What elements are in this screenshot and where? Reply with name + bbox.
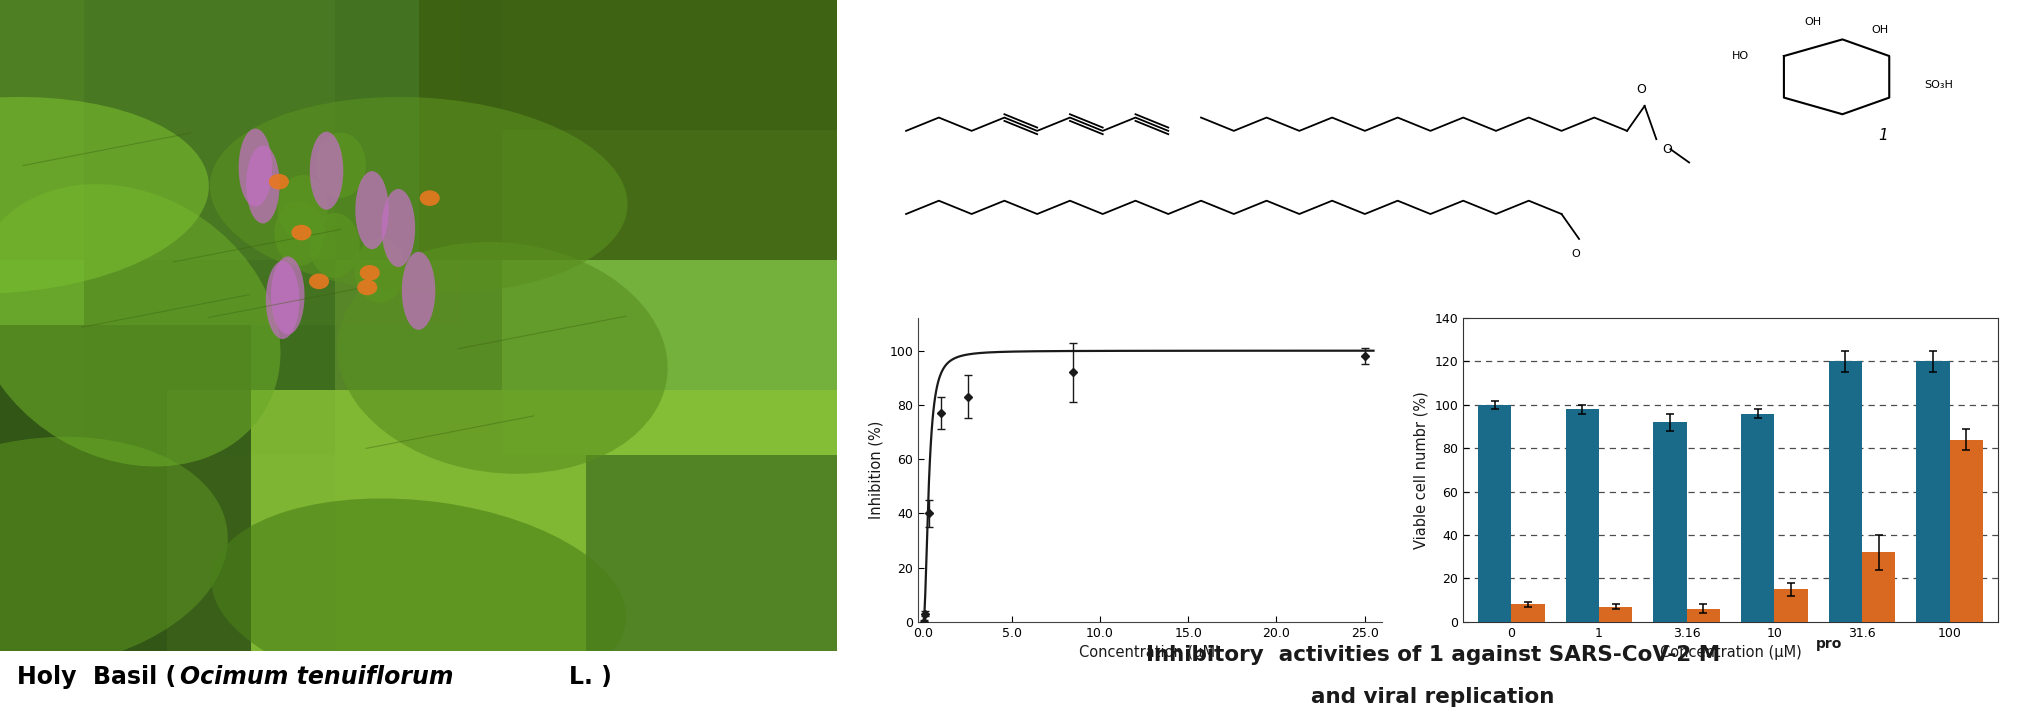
Circle shape <box>291 225 311 240</box>
Ellipse shape <box>355 238 406 303</box>
Text: O: O <box>1663 143 1673 156</box>
Ellipse shape <box>309 213 359 278</box>
Text: HO: HO <box>1731 51 1750 61</box>
Bar <box>1828 362 1863 622</box>
Text: Ocimum tenuiflorum: Ocimum tenuiflorum <box>180 664 454 689</box>
Bar <box>0 325 250 651</box>
Ellipse shape <box>0 437 228 669</box>
Text: O: O <box>1838 44 1846 54</box>
Circle shape <box>359 265 379 281</box>
Ellipse shape <box>402 252 436 330</box>
Text: O: O <box>1637 83 1647 96</box>
Bar <box>1653 422 1687 622</box>
Text: Inhibitory  activities of 1 against SARS-CoV-2 M: Inhibitory activities of 1 against SARS-… <box>1146 646 1719 665</box>
Circle shape <box>309 273 329 289</box>
Ellipse shape <box>355 171 389 249</box>
Ellipse shape <box>311 132 343 210</box>
Circle shape <box>420 190 440 206</box>
Ellipse shape <box>238 129 272 207</box>
Text: pro: pro <box>1816 637 1842 651</box>
Ellipse shape <box>210 97 628 294</box>
Text: OH: OH <box>1873 25 1889 35</box>
Ellipse shape <box>315 132 365 197</box>
Bar <box>1598 607 1633 622</box>
Text: 1: 1 <box>1879 127 1889 142</box>
Ellipse shape <box>276 175 327 240</box>
Bar <box>1863 552 1895 622</box>
Bar <box>167 390 837 651</box>
Text: and viral replication: and viral replication <box>1312 687 1554 706</box>
X-axis label: Concentration (μM): Concentration (μM) <box>1659 645 1802 660</box>
Y-axis label: Viable cell numbr (%): Viable cell numbr (%) <box>1415 391 1429 549</box>
Circle shape <box>268 174 289 189</box>
Text: Holy  Basil (: Holy Basil ( <box>16 664 176 689</box>
Ellipse shape <box>246 145 281 223</box>
Bar <box>1511 604 1544 622</box>
Text: L. ): L. ) <box>569 664 611 689</box>
Ellipse shape <box>337 242 668 474</box>
Bar <box>0 0 460 325</box>
Bar <box>1949 440 1984 622</box>
Ellipse shape <box>212 498 626 699</box>
Bar <box>1477 405 1511 622</box>
Circle shape <box>357 280 377 295</box>
Ellipse shape <box>266 261 299 339</box>
Bar <box>418 0 837 260</box>
Bar <box>0 0 335 260</box>
Ellipse shape <box>381 189 416 267</box>
Bar <box>335 260 837 651</box>
Bar <box>1566 409 1598 622</box>
Ellipse shape <box>274 201 325 266</box>
Text: O: O <box>1572 249 1580 259</box>
X-axis label: Concentration (μM): Concentration (μM) <box>1080 645 1221 660</box>
Bar <box>502 130 837 455</box>
Bar <box>585 455 837 651</box>
Bar <box>1742 414 1774 622</box>
Ellipse shape <box>0 184 281 466</box>
Text: OH: OH <box>1804 17 1822 27</box>
Bar <box>85 0 502 455</box>
Bar <box>1687 609 1719 622</box>
Bar <box>1774 589 1808 622</box>
Text: SO₃H: SO₃H <box>1925 80 1953 90</box>
Y-axis label: Inhibition (%): Inhibition (%) <box>870 421 884 519</box>
Bar <box>1917 362 1949 622</box>
Ellipse shape <box>270 257 305 335</box>
Ellipse shape <box>0 97 208 294</box>
